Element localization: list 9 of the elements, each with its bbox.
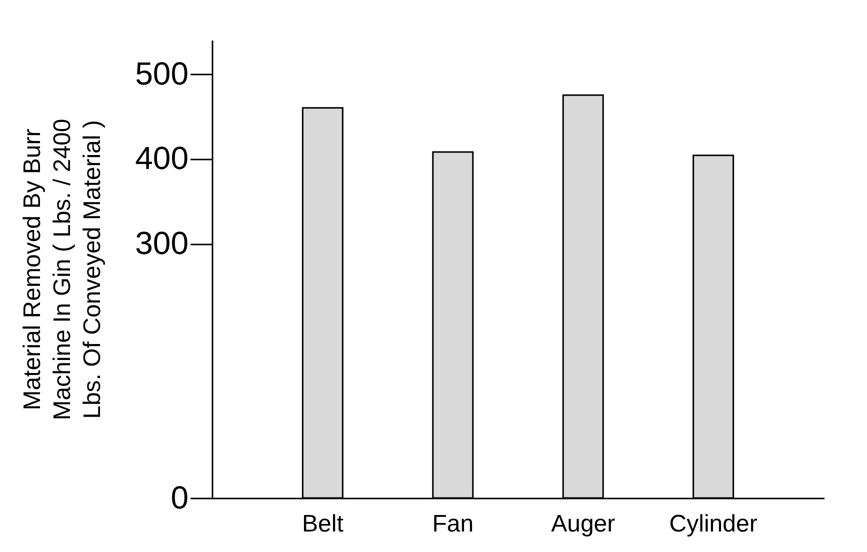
y-tick-label: 0 [170, 480, 188, 516]
x-tick-label: Auger [551, 510, 616, 538]
y-tick-label: 500 [135, 55, 188, 92]
x-tick-label: Cylinder [669, 510, 758, 538]
y-axis-title: Material Removed By Burr Machine In Gin ( Lbs. / 2400 Lbs. Of Conveyed Material ) [19, 118, 106, 420]
x-tick-label: Belt [302, 510, 344, 538]
y-tick-label: 300 [135, 225, 188, 262]
y-tick-label: 400 [135, 140, 188, 176]
x-tick-label: Fan [432, 510, 474, 538]
